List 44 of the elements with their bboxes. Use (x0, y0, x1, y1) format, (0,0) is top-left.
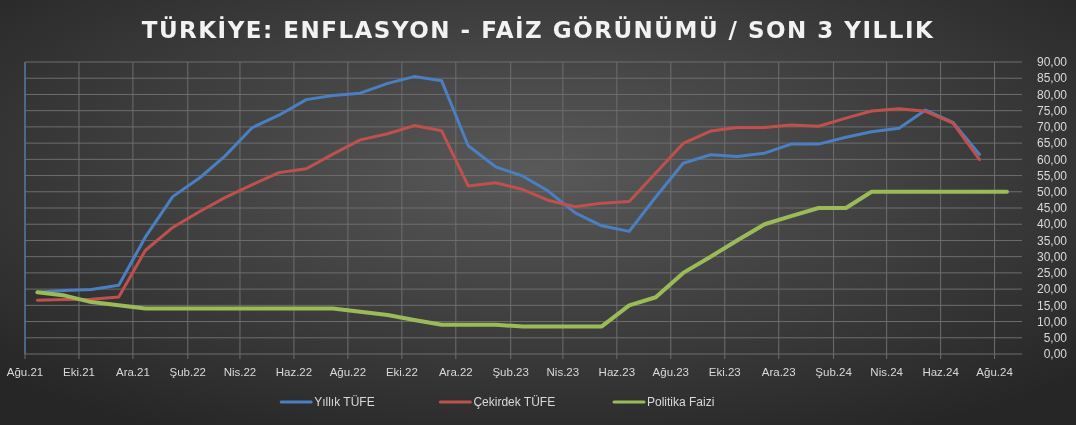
x-tick-label: Şub.23 (492, 366, 529, 378)
x-tick-label: Şub.24 (815, 366, 853, 378)
x-tick-label: Nis.24 (870, 366, 904, 378)
y-tick-label: 40,00 (1036, 217, 1068, 232)
x-tick-label: Ağu.21 (6, 366, 44, 378)
y-tick-label: 10,00 (1036, 314, 1068, 329)
y-tick-label: 50,00 (1036, 184, 1068, 199)
y-tick-label: 30,00 (1036, 249, 1068, 264)
y-tick-label: 25,00 (1036, 266, 1068, 281)
x-tick-label: Şub.22 (169, 366, 206, 378)
y-tick-label: 90,00 (1036, 55, 1068, 70)
y-tick-label: 55,00 (1036, 168, 1068, 183)
legend-label: Çekirdek TÜFE (473, 395, 556, 410)
x-tick-label: Haz.22 (275, 366, 313, 378)
y-tick-label: 45,00 (1036, 201, 1068, 216)
x-tick-label: Ağu.22 (329, 366, 367, 378)
x-tick-label: Eki.23 (708, 366, 741, 378)
y-tick-label: 80,00 (1036, 87, 1068, 102)
y-tick-label: 75,00 (1036, 103, 1068, 118)
y-tick-label: 20,00 (1036, 282, 1068, 297)
x-tick-label: Ağu.24 (976, 366, 1014, 378)
x-tick-label: Ara.23 (761, 366, 796, 378)
y-tick-label: 0,00 (1043, 347, 1068, 362)
x-tick-label: Nis.23 (546, 366, 580, 378)
y-tick-label: 60,00 (1036, 152, 1068, 167)
legend-label: Yıllık TÜFE (314, 395, 375, 410)
x-tick-label: Nis.22 (223, 366, 257, 378)
x-tick-label: Haz.23 (598, 366, 636, 378)
y-tick-label: 70,00 (1036, 120, 1068, 135)
x-tick-label: Haz.24 (922, 366, 960, 378)
line-series (35, 107, 982, 302)
y-tick-label: 85,00 (1036, 71, 1068, 86)
x-tick-label: Ara.21 (115, 366, 150, 378)
y-tick-label: 35,00 (1036, 233, 1068, 248)
y-tick-label: 65,00 (1036, 136, 1068, 151)
chart-title: TÜRKİYE: ENFLASYON - FAİZ GÖRÜNÜMÜ / SON 3 YILLIK (141, 16, 935, 43)
x-tick-label: Eki.21 (62, 366, 95, 378)
line-series (35, 189, 1009, 329)
x-tick-label: Eki.22 (385, 366, 418, 378)
x-tick-label: Ağu.23 (652, 366, 690, 378)
legend-label: Politika Faizi (647, 395, 715, 410)
x-tick-label: Ara.22 (438, 366, 473, 378)
y-tick-label: 5,00 (1043, 330, 1068, 345)
y-tick-label: 15,00 (1036, 298, 1068, 313)
